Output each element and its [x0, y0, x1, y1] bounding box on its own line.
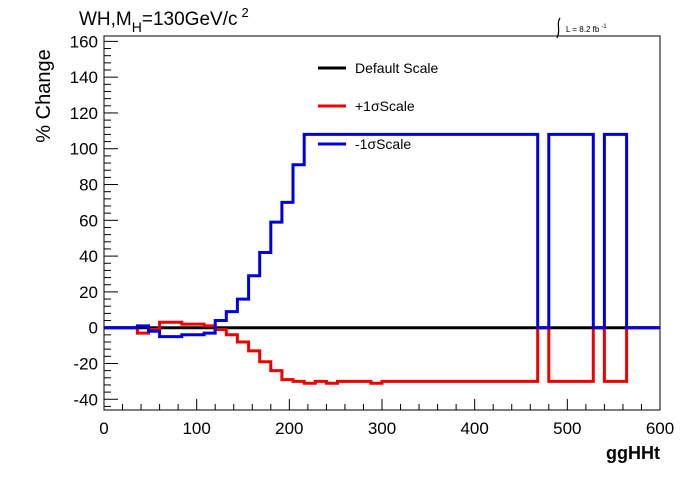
y-tick-label: 20	[79, 283, 98, 302]
integral-icon	[556, 17, 561, 39]
y-tick-label: 100	[70, 140, 98, 159]
minus1sigma-scale-line	[104, 132, 660, 339]
x-tick-label: 500	[553, 419, 581, 438]
x-tick-label: 200	[275, 419, 303, 438]
legend-default-scale: Default Scale	[318, 60, 438, 76]
series-group	[104, 132, 660, 385]
legend: Default Scale +1σScale -1σScale	[318, 60, 438, 152]
legend-plus1sigma: +1σScale	[318, 98, 415, 114]
x-tick-label: 400	[460, 419, 488, 438]
legend-label: +1σScale	[355, 98, 415, 114]
svg-text:L = 8.2 fb-1: L = 8.2 fb -1	[566, 24, 607, 34]
y-tick-label: 140	[70, 68, 98, 87]
y-tick-label: 0	[89, 319, 98, 338]
luminosity-annotation: L = 8.2 fb -1	[556, 17, 607, 39]
y-axis-label: % Change	[33, 49, 55, 142]
axis-group: 0 100 200 300 400 500 600 -40 -20 0 20 40 60 80 100 120…	[70, 32, 675, 438]
legend-label: -1σScale	[355, 136, 411, 152]
x-tick-label: 300	[368, 419, 396, 438]
y-tick-label: -40	[73, 390, 98, 409]
x-tick-label: 100	[182, 419, 210, 438]
y-tick-label: 40	[79, 247, 98, 266]
y-tick-label: 160	[70, 32, 98, 51]
chart-title: WH,MH=130GeV/c 2	[79, 5, 249, 35]
x-axis-label: ggHHt	[606, 443, 660, 463]
y-tick-label: 120	[70, 104, 98, 123]
plot-frame	[103, 35, 661, 411]
y-tick-label: -20	[73, 354, 98, 373]
y-tick-label: 80	[79, 176, 98, 195]
y-tick-label: 60	[79, 211, 98, 230]
legend-label: Default Scale	[355, 60, 438, 76]
x-tick-label: 600	[646, 419, 674, 438]
legend-minus1sigma: -1σScale	[318, 136, 411, 152]
x-tick-label: 0	[99, 419, 108, 438]
